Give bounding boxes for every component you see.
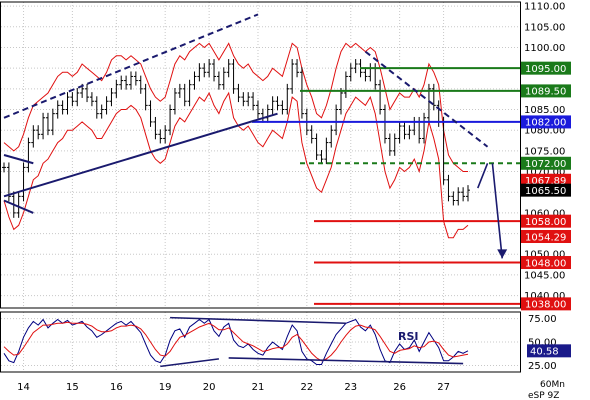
price-y-tick-label: 1110.00	[524, 2, 565, 13]
x-tick-label: 15	[66, 382, 79, 393]
level-label: 1058.00	[525, 217, 566, 228]
x-tick-label: 27	[437, 382, 450, 393]
trendline	[3, 112, 278, 198]
projection-arrowhead	[497, 249, 508, 259]
level-label: 1089.50	[525, 87, 566, 98]
trendline	[364, 50, 489, 148]
level-label-box	[521, 297, 571, 311]
level-label-box	[521, 214, 571, 228]
price-y-tick-label: 1085.00	[524, 105, 565, 116]
level-label: 1054.29	[525, 232, 566, 243]
rsi-signal-line	[3, 321, 469, 362]
x-tick-label: 21	[252, 382, 265, 393]
projection-arrow	[491, 163, 503, 259]
level-label-box	[521, 84, 571, 98]
x-tick-label: 22	[300, 382, 313, 393]
instrument-label: eSP 9Z	[528, 391, 559, 400]
last-price-label: 1065.50	[525, 186, 566, 197]
price-y-tick-label: 1075.00	[524, 146, 565, 157]
rsi-panel	[3, 316, 469, 368]
price-y-tick-label: 1105.00	[524, 22, 565, 33]
x-tick-label: 19	[159, 382, 172, 393]
rsi-y-tick-label: 50.00	[528, 338, 557, 349]
level-label: 1095.00	[525, 64, 566, 75]
rsi-trendline	[170, 316, 346, 325]
rsi-y-tick-label: 25.00	[528, 361, 557, 372]
trendline	[3, 154, 34, 165]
level-label: 1067.89	[525, 176, 566, 187]
price-y-tick-label: 1045.00	[524, 270, 565, 281]
rsi-last-value-label: 40.58	[530, 347, 559, 358]
x-tick-label: 26	[393, 382, 406, 393]
trendline	[3, 13, 259, 119]
level-label-box	[521, 173, 571, 187]
trendline	[3, 199, 34, 214]
price-y-tick-label: 1080.00	[524, 126, 565, 137]
timeframe-label: 60Mn	[540, 380, 565, 390]
price-y-tick-label: 1100.00	[524, 43, 565, 54]
rsi-trendline	[228, 357, 464, 365]
x-tick-label: 14	[17, 382, 30, 393]
grid	[1, 2, 520, 372]
projection-arrow	[477, 162, 489, 189]
level-label-box	[521, 115, 571, 129]
level-label: 1072.00	[525, 159, 566, 170]
price-labels: 1095.00 1089.50 1082.00 1072.00 1067.89 1058.…	[521, 61, 571, 358]
level-label-box	[521, 230, 571, 244]
rsi-y-tick-label: 75.00	[528, 314, 557, 325]
price-y-tick-label: 1040.00	[524, 291, 565, 302]
rsi-plot-frame	[0, 311, 521, 373]
price-y-tick-label: 1050.00	[524, 250, 565, 261]
bollinger-lower-band	[3, 91, 469, 239]
price-panel	[2, 13, 520, 305]
x-tick-label: 16	[110, 382, 123, 393]
bollinger-upper-band	[3, 42, 468, 172]
price-y-tick-label: 1060.00	[524, 208, 565, 219]
x-tick-label: 23	[344, 382, 357, 393]
level-label: 1048.00	[525, 258, 566, 269]
level-label: 1082.00	[525, 118, 566, 129]
price-y-tick-label: 1070.00	[524, 167, 565, 178]
x-tick-label: 20	[203, 382, 216, 393]
rsi-last-value-box	[527, 344, 571, 358]
level-label-box	[521, 256, 571, 270]
last-price-box	[521, 183, 571, 197]
rsi-trendline	[160, 358, 220, 368]
level-label-box	[521, 61, 571, 75]
level-label: 1038.00	[525, 300, 566, 311]
price-plot-frame	[0, 1, 521, 309]
rsi-line	[3, 318, 469, 365]
rsi-title: RSI	[398, 330, 419, 343]
level-label-box	[521, 156, 571, 170]
